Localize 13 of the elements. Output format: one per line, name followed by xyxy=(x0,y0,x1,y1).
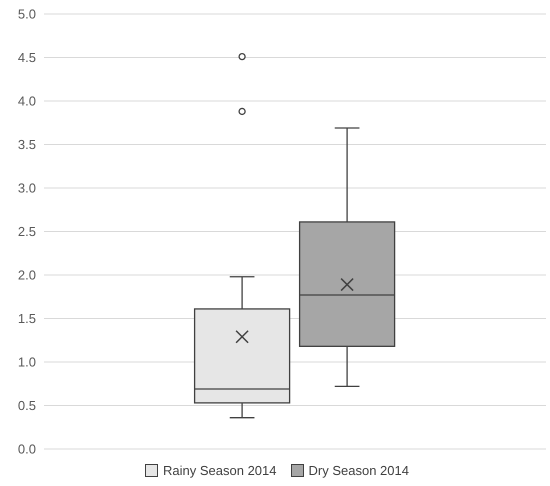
y-tick-label: 0.5 xyxy=(18,398,36,414)
legend-label: Rainy Season 2014 xyxy=(163,463,277,478)
y-tick-label: 2.5 xyxy=(18,224,36,240)
y-tick-label: 3.0 xyxy=(18,180,36,196)
y-tick-label: 2.0 xyxy=(18,268,36,283)
y-tick-label: 4.0 xyxy=(18,94,36,109)
y-tick-label: 4.5 xyxy=(18,50,36,66)
legend-label: Dry Season 2014 xyxy=(308,463,409,478)
y-tick-label: 1.0 xyxy=(18,354,36,370)
y-tick-label: 5.0 xyxy=(18,6,36,22)
y-tick-label: 0.0 xyxy=(18,442,36,457)
y-tick-label: 1.5 xyxy=(18,311,36,326)
y-tick-label: 3.5 xyxy=(18,137,36,152)
